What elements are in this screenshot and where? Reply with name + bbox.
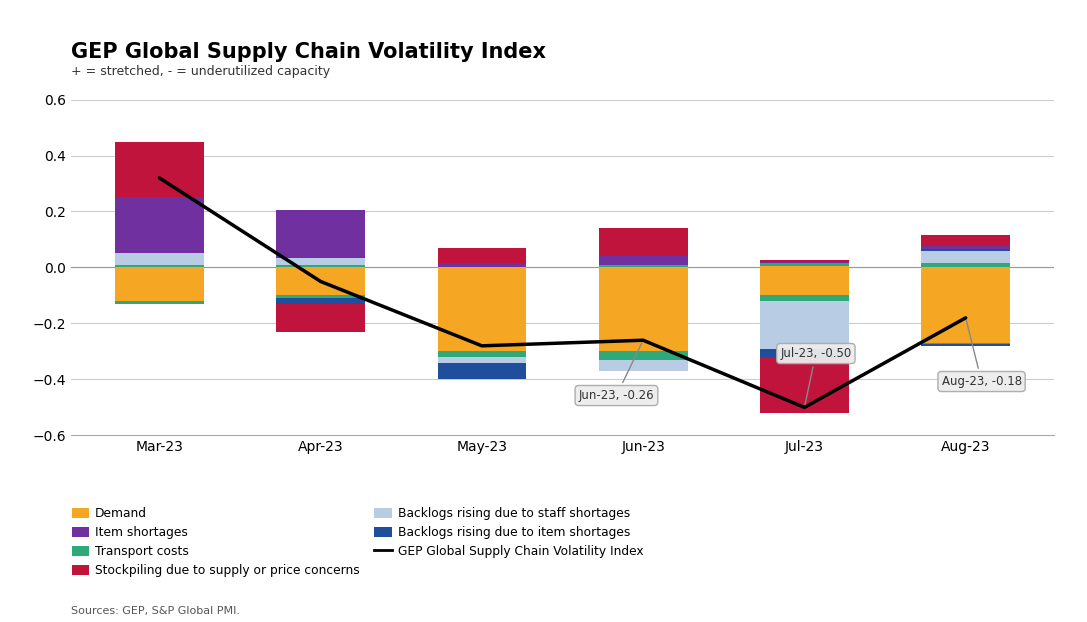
Bar xyxy=(438,248,526,263)
Text: Aug-23, -0.18: Aug-23, -0.18 xyxy=(941,320,1022,388)
Bar xyxy=(438,267,526,351)
Line: GEP Global Supply Chain Volatility Index: GEP Global Supply Chain Volatility Index xyxy=(160,178,965,407)
Legend: Demand, Item shortages, Transport costs, Stockpiling due to supply or price conc: Demand, Item shortages, Transport costs,… xyxy=(67,502,648,582)
Bar xyxy=(276,295,365,299)
Bar xyxy=(115,198,203,254)
Bar xyxy=(922,246,1010,249)
Bar xyxy=(438,263,526,267)
Bar xyxy=(276,304,365,332)
Bar xyxy=(760,262,849,263)
Bar xyxy=(922,263,1010,267)
Bar xyxy=(922,345,1010,346)
Bar xyxy=(760,263,849,266)
GEP Global Supply Chain Volatility Index xyxy=(637,337,650,344)
Bar xyxy=(760,357,849,413)
Bar xyxy=(922,249,1010,251)
Text: Sources: GEP, S&P Global PMI.: Sources: GEP, S&P Global PMI. xyxy=(71,606,239,616)
Bar xyxy=(115,265,203,267)
Bar xyxy=(760,261,849,262)
Bar xyxy=(276,267,365,295)
Bar xyxy=(599,228,687,256)
Bar xyxy=(760,267,849,295)
Bar xyxy=(276,299,365,304)
GEP Global Supply Chain Volatility Index xyxy=(314,278,327,285)
GEP Global Supply Chain Volatility Index xyxy=(153,174,166,182)
Bar xyxy=(599,256,687,265)
Bar xyxy=(760,301,849,349)
Text: Jul-23, -0.50: Jul-23, -0.50 xyxy=(780,347,851,405)
Bar xyxy=(760,266,849,267)
Bar xyxy=(599,351,687,360)
Bar xyxy=(115,254,203,265)
Bar xyxy=(438,363,526,379)
Text: Jun-23, -0.26: Jun-23, -0.26 xyxy=(578,343,654,402)
Bar xyxy=(760,349,849,357)
Bar xyxy=(276,258,365,265)
Bar xyxy=(922,343,1010,345)
Bar xyxy=(276,210,365,258)
Bar xyxy=(438,357,526,363)
Bar xyxy=(115,301,203,304)
Bar xyxy=(438,351,526,357)
Text: + = stretched, - = underutilized capacity: + = stretched, - = underutilized capacit… xyxy=(71,65,329,78)
GEP Global Supply Chain Volatility Index xyxy=(798,404,811,411)
Bar xyxy=(599,360,687,371)
Bar xyxy=(115,267,203,301)
Bar xyxy=(922,267,1010,343)
Bar xyxy=(760,295,849,301)
Bar xyxy=(599,267,687,351)
GEP Global Supply Chain Volatility Index xyxy=(959,314,972,322)
Bar xyxy=(276,265,365,267)
Bar xyxy=(115,142,203,198)
Bar xyxy=(922,235,1010,246)
Bar xyxy=(599,265,687,267)
GEP Global Supply Chain Volatility Index xyxy=(475,342,488,350)
Bar xyxy=(922,251,1010,263)
Text: GEP Global Supply Chain Volatility Index: GEP Global Supply Chain Volatility Index xyxy=(71,42,546,62)
